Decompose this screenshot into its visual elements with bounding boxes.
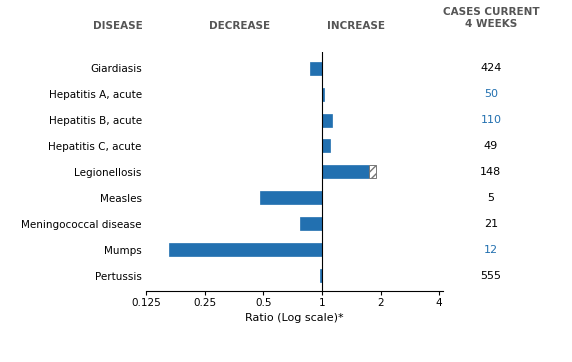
Bar (322, 88, 324, 101)
Text: CASES CURRENT
4 WEEKS: CASES CURRENT 4 WEEKS (443, 7, 539, 29)
Text: 148: 148 (480, 167, 502, 177)
X-axis label: Ratio (Log scale)*: Ratio (Log scale)* (245, 312, 344, 323)
Text: DECREASE: DECREASE (209, 21, 271, 31)
Text: 110: 110 (480, 115, 502, 125)
Text: INCREASE: INCREASE (327, 21, 385, 31)
Bar (169, 243, 322, 256)
Text: 5: 5 (487, 193, 494, 203)
Bar (322, 114, 332, 126)
Bar (320, 269, 322, 282)
Bar (300, 218, 322, 230)
Text: 555: 555 (480, 271, 502, 281)
Bar (369, 165, 376, 178)
Text: 49: 49 (484, 141, 498, 151)
Text: 50: 50 (484, 89, 498, 99)
Text: 12: 12 (484, 245, 498, 255)
Bar (260, 191, 322, 205)
Bar (310, 62, 322, 75)
Bar (322, 139, 330, 152)
Text: DISEASE: DISEASE (93, 21, 143, 31)
Bar (322, 165, 369, 178)
Text: 21: 21 (484, 219, 498, 229)
Text: 424: 424 (480, 63, 502, 73)
